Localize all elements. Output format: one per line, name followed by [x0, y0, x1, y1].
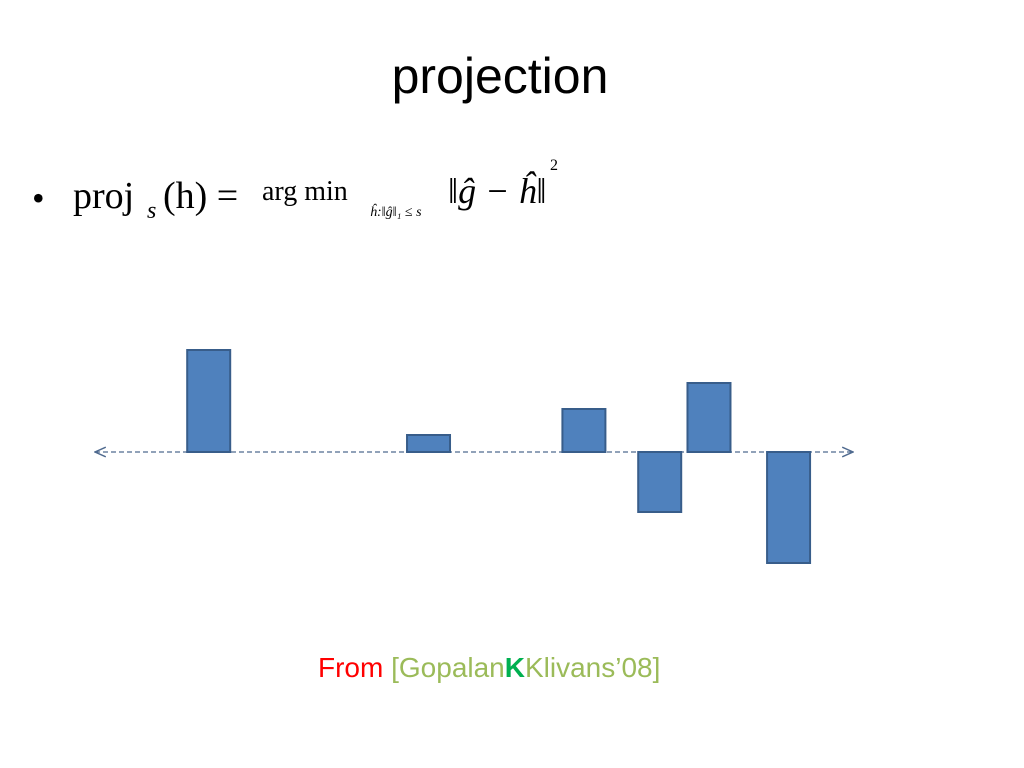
- bullet: •: [32, 178, 45, 218]
- formula-argmin-sub: ĥ:‖ĝ‖₁ ≤ s: [370, 203, 422, 220]
- bar: [686, 382, 732, 453]
- slide-title: projection: [392, 48, 609, 104]
- citation: From [GopalanKKlivans’08]: [318, 652, 660, 683]
- citation-bold: K: [505, 652, 525, 683]
- bar: [406, 434, 452, 453]
- formula-proj: proj: [73, 175, 134, 217]
- citation-open: [Gopalan: [391, 652, 505, 683]
- citation-close: Klivans’08]: [525, 652, 660, 683]
- formula: • proj s (h) = arg min ĥ:‖ĝ‖₁ ≤ s ‖ĝ − ĥ…: [32, 157, 558, 224]
- bar: [561, 408, 607, 453]
- bar: [637, 451, 683, 513]
- formula-norm: ‖ĝ − ĥ‖: [448, 171, 547, 211]
- bar: [766, 451, 812, 564]
- bar-group: [186, 349, 812, 564]
- formula-lhs: (h) =: [163, 175, 238, 217]
- citation-from: From: [318, 652, 383, 683]
- formula-sup: 2: [550, 157, 558, 174]
- formula-sub: s: [147, 198, 156, 224]
- bar: [186, 349, 232, 453]
- formula-argmin: arg min: [262, 176, 348, 207]
